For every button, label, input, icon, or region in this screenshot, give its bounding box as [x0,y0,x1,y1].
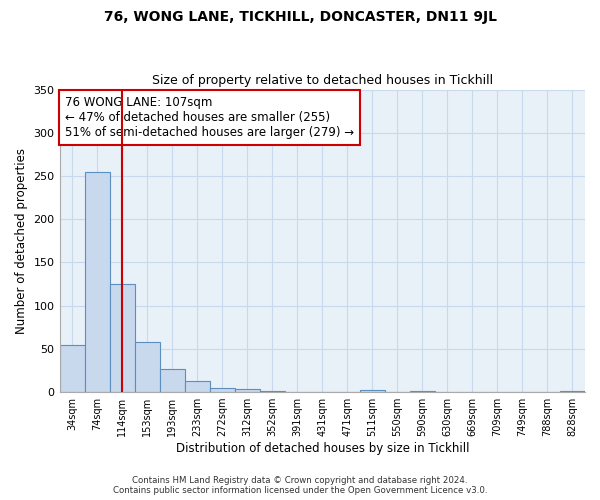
Bar [185,381,209,392]
Bar [560,391,585,392]
Title: Size of property relative to detached houses in Tickhill: Size of property relative to detached ho… [152,74,493,87]
Bar [134,342,160,392]
Text: Contains HM Land Registry data © Crown copyright and database right 2024.
Contai: Contains HM Land Registry data © Crown c… [113,476,487,495]
Text: 76, WONG LANE, TICKHILL, DONCASTER, DN11 9JL: 76, WONG LANE, TICKHILL, DONCASTER, DN11… [104,10,497,24]
Bar [260,391,285,392]
Bar [360,390,385,392]
Bar [59,344,85,392]
Bar [410,391,435,392]
Bar [85,172,110,392]
Bar [235,388,260,392]
Bar [160,368,185,392]
Y-axis label: Number of detached properties: Number of detached properties [15,148,28,334]
Bar [209,388,235,392]
Text: 76 WONG LANE: 107sqm
← 47% of detached houses are smaller (255)
51% of semi-deta: 76 WONG LANE: 107sqm ← 47% of detached h… [65,96,354,138]
Bar [110,284,134,392]
X-axis label: Distribution of detached houses by size in Tickhill: Distribution of detached houses by size … [176,442,469,455]
